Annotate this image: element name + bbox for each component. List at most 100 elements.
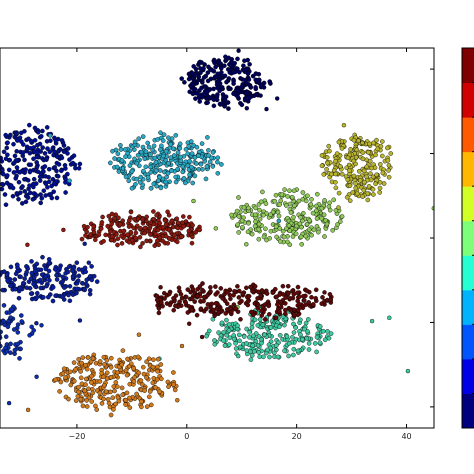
scatter-point-class-10 <box>246 293 252 299</box>
x-tick-label: 0 <box>184 432 189 441</box>
scatter-point-class-8 <box>155 356 161 362</box>
scatter-point-class-2 <box>41 294 46 300</box>
scatter-point-class-0 <box>191 64 196 69</box>
scatter-point-class-1 <box>26 122 32 128</box>
scatter-point-class-9 <box>134 223 140 229</box>
scatter-point-class-6 <box>240 224 245 230</box>
scatter-point-class-5 <box>237 344 243 350</box>
scatter-point-class-1 <box>19 201 25 206</box>
plot-area: −20 0 20 40 <box>0 47 435 441</box>
scatter-point-class-2 <box>12 286 18 292</box>
scatter-point-class-10 <box>208 289 213 294</box>
scatter-point-class-4 <box>132 139 138 145</box>
scatter-point-class-1 <box>0 167 5 173</box>
scatter-point-class-7 <box>361 168 367 174</box>
scatter-point-class-7 <box>345 155 351 161</box>
scatter-point-class-2 <box>50 298 56 304</box>
scatter-point-class-1 <box>14 191 20 196</box>
scatter-point-class-4 <box>181 175 187 181</box>
scatter-point-class-8 <box>113 401 118 407</box>
scatter-point-class-10 <box>322 290 327 295</box>
scatter-point-class-0 <box>250 73 256 79</box>
scatter-point-class-0 <box>240 82 245 87</box>
scatter-point-class-6 <box>213 226 219 231</box>
scatter-point-class-7 <box>379 153 385 159</box>
scatter-point-class-1 <box>27 150 33 156</box>
scatter-point-class-6 <box>311 227 317 233</box>
scatter-point-class-7 <box>354 147 360 153</box>
scatter-point-class-10 <box>313 287 319 293</box>
scatter-point-class-3 <box>4 348 10 354</box>
scatter-point-class-9 <box>154 212 159 218</box>
scatter-point-class-10 <box>218 286 224 291</box>
scatter-point-class-7 <box>351 173 357 179</box>
scatter-point-class-1 <box>28 162 33 167</box>
scatter-point-class-8 <box>110 395 116 401</box>
scatter-point-class-2 <box>24 285 30 291</box>
scatter-point-class-1 <box>37 178 43 183</box>
scatter-point-class-9 <box>156 242 161 248</box>
scatter-point-class-4 <box>169 168 174 173</box>
scatter-point-class-10 <box>280 283 286 289</box>
scatter-point-class-6 <box>327 207 333 213</box>
scatter-point-class-2 <box>84 277 89 283</box>
scatter-point-class-1 <box>35 169 41 175</box>
scatter-point-class-7 <box>347 183 353 188</box>
scatter-point-class-10 <box>296 294 302 300</box>
scatter-point-class-4 <box>157 147 163 152</box>
scatter-point-class-4 <box>177 141 183 147</box>
scatter-point-class-10 <box>220 296 226 301</box>
scatter-point-class-8 <box>139 399 144 404</box>
scatter-point-class-7 <box>381 181 387 186</box>
colorbar-segment <box>462 393 474 429</box>
scatter-point-class-2 <box>66 264 72 270</box>
scatter-point-class-4 <box>182 180 188 186</box>
scatter-point-class-8 <box>172 387 178 393</box>
scatter-point-class-5 <box>221 338 226 343</box>
scatter-point-class-10 <box>227 306 233 311</box>
scatter-point-class-8 <box>127 395 132 401</box>
scatter-point-class-6 <box>285 239 290 245</box>
scatter-point-class-1 <box>48 191 54 197</box>
scatter-point-class-0 <box>189 81 195 87</box>
scatter-point-class-0 <box>264 106 269 112</box>
scatter-point-class-10 <box>236 288 242 294</box>
scatter-point-class-6 <box>268 212 273 217</box>
scatter-point-class-5 <box>387 315 392 320</box>
scatter-point-class-1 <box>25 177 31 183</box>
scatter-point-class-8 <box>67 369 73 375</box>
scatter-point-class-4 <box>114 164 120 170</box>
scatter-point-class-5 <box>286 353 291 359</box>
scatter-point-class-5 <box>268 339 274 344</box>
scatter-point-class-8 <box>89 380 94 385</box>
scatter-point-class-2 <box>31 281 36 287</box>
scatter-point-class-2 <box>8 264 14 270</box>
scatter-point-class-8 <box>72 378 77 384</box>
scatter-point-class-1 <box>0 181 5 187</box>
scatter-point-class-5 <box>293 325 299 330</box>
scatter-point-class-7 <box>334 151 340 156</box>
scatter-point-class-5 <box>226 322 232 327</box>
scatter-point-class-5 <box>235 323 240 328</box>
scatter-point-class-7 <box>365 197 371 203</box>
scatter-point-class-5 <box>224 317 229 323</box>
scatter-point-class-6 <box>308 201 314 207</box>
scatter-point-class-10 <box>240 291 245 296</box>
scatter-point-class-0 <box>219 70 224 75</box>
scatter-point-class-1 <box>17 135 23 140</box>
scatter-point-class-0 <box>205 70 211 75</box>
scatter-point-class-0 <box>206 64 211 70</box>
scatter-point-class-9 <box>187 214 192 220</box>
scatter-point-class-4 <box>115 151 121 157</box>
scatter-point-class-4 <box>194 161 199 166</box>
scatter-point-class-1 <box>77 161 83 167</box>
scatter-point-class-6 <box>293 231 299 237</box>
scatter-point-class-8 <box>115 370 120 376</box>
scatter-point-class-5 <box>291 330 297 335</box>
scatter-point-class-6 <box>245 229 251 235</box>
scatter-point-class-0 <box>244 106 250 111</box>
scatter-point-class-6 <box>257 216 263 222</box>
scatter-point-class-10 <box>213 292 218 297</box>
scatter-point-class-9 <box>174 239 180 245</box>
scatter-point-class-10 <box>239 298 244 304</box>
